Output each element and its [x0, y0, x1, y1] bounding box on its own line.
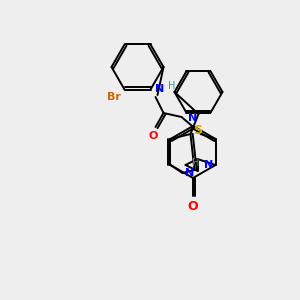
Text: O: O: [188, 200, 198, 213]
Text: N: N: [155, 84, 164, 94]
Text: N: N: [204, 160, 214, 170]
Text: Br: Br: [106, 92, 121, 101]
Text: S: S: [193, 124, 202, 137]
Text: N: N: [188, 113, 198, 123]
Text: H: H: [167, 81, 175, 91]
Text: H: H: [193, 158, 200, 168]
Text: O: O: [149, 131, 158, 141]
Text: N: N: [185, 168, 195, 178]
